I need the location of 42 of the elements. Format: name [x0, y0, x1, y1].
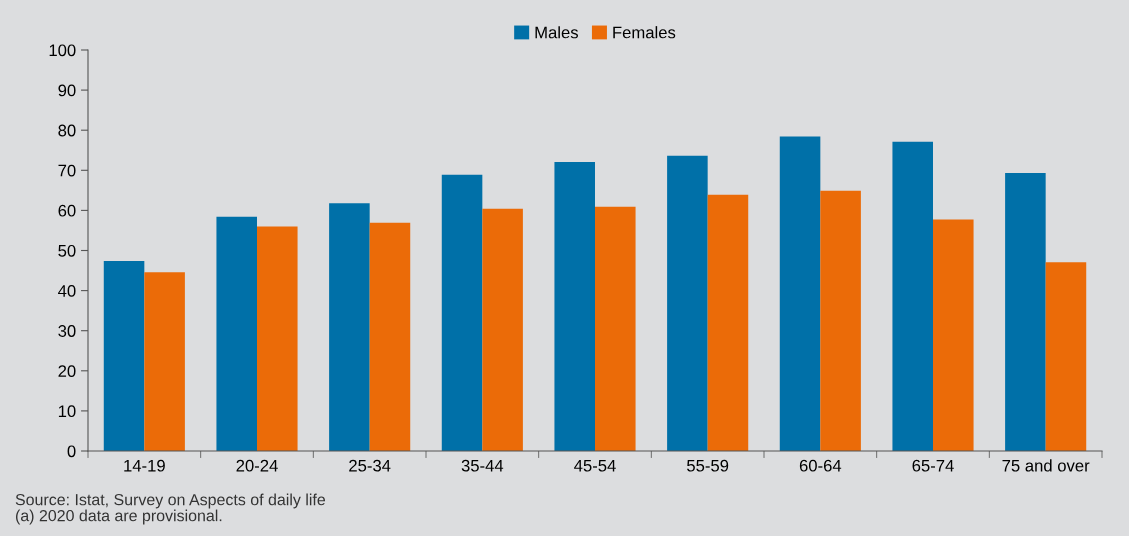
y-tick-label: 20 — [58, 365, 76, 377]
bar — [1005, 173, 1046, 451]
y-tick-label: 80 — [58, 124, 76, 137]
bar — [216, 216, 257, 451]
bar — [482, 208, 523, 451]
y-tick-label: 30 — [58, 325, 76, 337]
y-tick-label: 0 — [67, 445, 76, 458]
x-tick-label: 20-24 — [236, 459, 278, 472]
bar — [257, 226, 298, 451]
y-tick-label: 10 — [58, 405, 76, 418]
bar — [369, 222, 411, 451]
bar — [779, 136, 821, 451]
x-tick-label: 45-54 — [574, 459, 616, 472]
bar — [144, 272, 185, 451]
y-tick-label: 50 — [58, 244, 76, 257]
y-tick-label: 90 — [58, 84, 76, 97]
text: (a) 2020 data are provisional. — [15, 509, 222, 525]
source-note: Source: Istat, Survey on Aspects of daily life — [15, 493, 326, 509]
bar — [707, 194, 749, 451]
legend-label: Males — [535, 26, 579, 39]
bar — [103, 260, 145, 451]
x-tick-label: 60-64 — [799, 459, 842, 472]
legend-label: Females — [613, 26, 676, 39]
bar — [820, 190, 861, 451]
x-tick-label: 65-74 — [912, 459, 954, 472]
bar — [892, 141, 933, 451]
bar — [667, 155, 708, 451]
y-tick-label: 60 — [58, 204, 76, 217]
bar — [329, 203, 370, 451]
x-tick-label: 25-34 — [349, 459, 391, 472]
bar — [441, 174, 483, 451]
x-tick-label: 55-59 — [687, 459, 729, 472]
y-tick-label: 40 — [58, 285, 76, 297]
bar — [1045, 262, 1087, 451]
bar — [554, 161, 595, 451]
y-tick-label: 100 — [49, 44, 76, 57]
y-tick-label: 70 — [58, 164, 76, 177]
x-tick-label: 14-19 — [124, 459, 165, 472]
bar — [933, 219, 974, 451]
x-tick-label: 35-44 — [461, 459, 504, 472]
x-tick-label: 75 and over — [1002, 459, 1090, 472]
bar — [595, 206, 636, 451]
